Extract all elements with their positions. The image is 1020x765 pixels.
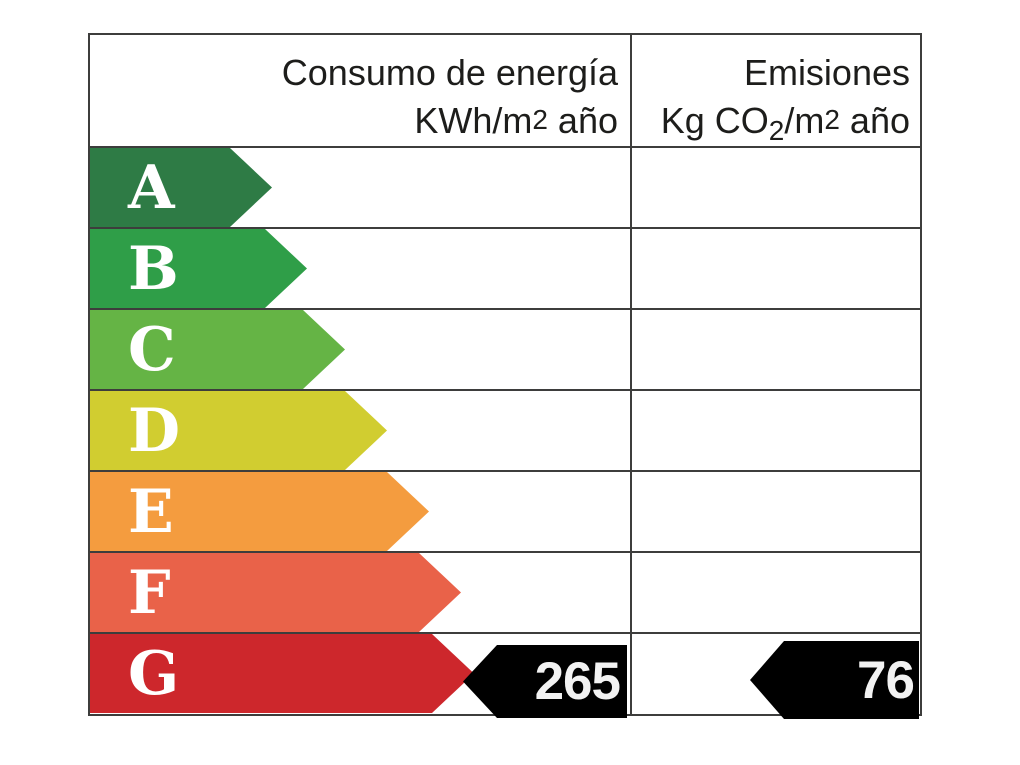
consumption-header-line1: Consumo de energía <box>281 52 618 93</box>
consumption-value: 265 <box>534 652 621 711</box>
rating-arrow-d: D <box>90 391 387 470</box>
superscript-2: 2 <box>824 104 840 135</box>
table-header: Consumo de energía KWh/m2 año Emisiones … <box>90 35 920 146</box>
rating-arrow-e: E <box>90 472 429 551</box>
rating-arrow-f: F <box>90 553 461 632</box>
rating-table: Consumo de energía KWh/m2 año Emisiones … <box>88 33 922 719</box>
rating-arrow-c: C <box>90 310 345 389</box>
emissions-value-arrow: 76 <box>750 641 919 719</box>
rating-arrow-g: G <box>90 634 474 713</box>
rating-letter-g: G <box>128 638 180 709</box>
rating-letter-a: A <box>128 152 175 223</box>
superscript-2: 2 <box>532 104 548 135</box>
rating-row-c: C <box>90 308 920 389</box>
emissions-value: 76 <box>857 650 915 710</box>
rating-row-g: G <box>90 632 920 713</box>
consumption-value-arrow: 265 <box>463 645 627 718</box>
rating-row-e: E <box>90 470 920 551</box>
subscript-2: 2 <box>768 115 785 146</box>
emissions-header-line2: Kg CO2/m2 año <box>660 100 910 146</box>
rating-arrow-b: B <box>90 229 307 308</box>
rating-arrow-a: A <box>90 148 272 227</box>
emissions-header: Emisiones Kg CO2/m2 año <box>630 35 920 146</box>
column-divider <box>630 35 632 714</box>
consumption-header-line2: KWh/m2 año <box>414 100 618 141</box>
rating-row-f: F <box>90 551 920 632</box>
consumption-header: Consumo de energía KWh/m2 año <box>90 35 630 146</box>
rating-row-d: D <box>90 389 920 470</box>
rating-letter-e: E <box>128 476 174 547</box>
rating-letter-c: C <box>128 314 176 385</box>
rating-row-a: A <box>90 146 920 227</box>
rating-letter-b: B <box>128 233 179 304</box>
rating-letter-d: D <box>128 395 181 466</box>
emissions-header-line1: Emisiones <box>743 52 910 93</box>
rating-letter-f: F <box>128 557 171 628</box>
rating-row-b: B <box>90 227 920 308</box>
